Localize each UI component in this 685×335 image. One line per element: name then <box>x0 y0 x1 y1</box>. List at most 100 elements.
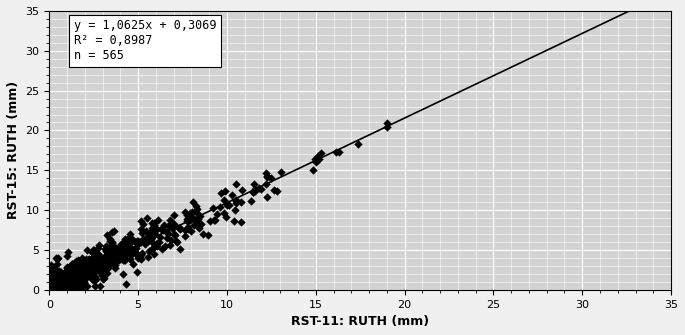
Point <box>133 238 144 244</box>
Point <box>175 246 186 252</box>
Point <box>105 252 116 258</box>
Point <box>68 274 79 279</box>
Point <box>50 267 61 273</box>
Point <box>90 283 101 288</box>
Point <box>64 278 75 283</box>
Point <box>104 261 115 266</box>
Point <box>97 266 108 271</box>
Point <box>103 250 114 255</box>
Point <box>49 282 60 288</box>
Point <box>51 256 62 261</box>
Point <box>250 188 261 193</box>
Point <box>248 181 259 186</box>
Point <box>49 284 60 290</box>
Point <box>67 281 78 286</box>
Point <box>92 252 103 258</box>
Point <box>61 287 72 292</box>
Point <box>221 214 232 220</box>
Point <box>63 264 74 270</box>
Point <box>47 287 58 292</box>
Point <box>81 284 92 289</box>
Point <box>130 245 141 251</box>
Point <box>131 240 142 245</box>
Point <box>129 239 140 245</box>
Point <box>53 276 64 282</box>
Point <box>146 229 157 234</box>
Point <box>62 287 73 292</box>
Point <box>68 267 79 272</box>
Point <box>230 207 241 213</box>
Point <box>145 237 156 242</box>
Point <box>49 287 60 292</box>
Point <box>190 203 201 209</box>
Point <box>60 280 71 285</box>
Point <box>185 228 196 234</box>
Point <box>45 273 56 279</box>
Point <box>52 283 63 288</box>
Point <box>147 233 158 238</box>
Point <box>107 243 118 248</box>
Point <box>105 261 116 266</box>
Point <box>260 170 271 176</box>
Point <box>88 247 99 253</box>
Point <box>49 287 60 292</box>
Point <box>156 246 167 251</box>
Point <box>47 285 58 290</box>
Point <box>50 284 61 290</box>
Point <box>62 266 73 271</box>
Point <box>137 250 148 256</box>
Point <box>79 259 90 264</box>
Point <box>308 168 319 173</box>
Point <box>97 272 108 277</box>
Point <box>59 276 70 282</box>
Point <box>64 283 75 288</box>
Point <box>137 236 148 241</box>
Point <box>67 278 78 283</box>
Point <box>119 257 130 262</box>
Point <box>118 242 129 247</box>
Point <box>46 287 57 292</box>
Point <box>50 276 61 282</box>
Point <box>55 284 66 289</box>
Point <box>84 257 95 262</box>
Point <box>75 281 86 286</box>
Point <box>166 226 177 231</box>
Point <box>77 266 88 271</box>
Point <box>68 278 79 284</box>
Point <box>74 262 85 268</box>
Point <box>91 257 102 262</box>
Point <box>55 279 66 285</box>
Point <box>73 284 84 290</box>
Point <box>65 266 76 271</box>
Point <box>45 275 55 281</box>
Point <box>102 232 113 238</box>
Point <box>77 278 88 284</box>
Point <box>169 232 180 237</box>
Point <box>51 282 62 287</box>
Point <box>83 260 94 265</box>
Point <box>163 223 174 229</box>
Point <box>61 281 72 286</box>
Point <box>90 277 101 282</box>
Point <box>71 270 82 275</box>
Point <box>142 255 153 260</box>
Point <box>45 277 55 283</box>
Point <box>164 243 175 248</box>
Point <box>60 275 71 280</box>
Point <box>55 269 66 274</box>
Point <box>49 279 60 284</box>
Point <box>89 265 100 270</box>
Point <box>64 287 75 292</box>
Point <box>108 254 119 259</box>
Point <box>86 262 97 267</box>
Point <box>77 256 88 261</box>
Point <box>45 287 56 292</box>
Point <box>79 266 90 271</box>
Point <box>60 282 71 287</box>
Point <box>116 242 127 247</box>
Point <box>68 275 79 281</box>
Point <box>90 262 101 267</box>
Point <box>125 256 136 261</box>
Point <box>46 287 57 292</box>
Point <box>215 204 226 210</box>
